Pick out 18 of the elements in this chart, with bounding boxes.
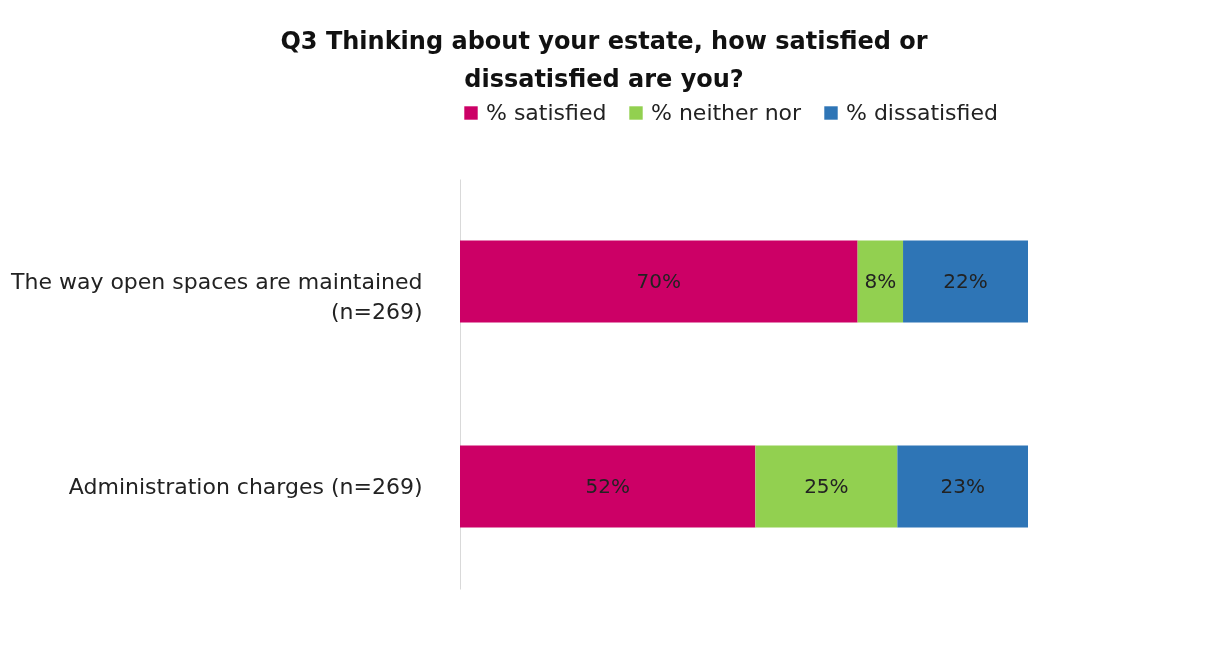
y-tick-label: Administration charges (n=269) [68, 473, 423, 499]
data-label: 23% [940, 473, 985, 498]
bar [903, 240, 1028, 323]
legend-label: % dissatisfied [846, 100, 998, 125]
data-label: 22% [943, 268, 988, 293]
data-label: 8% [864, 268, 897, 293]
data-label: 25% [804, 473, 849, 498]
bar [755, 445, 898, 528]
bar [857, 240, 904, 323]
bar [460, 240, 858, 323]
bar [897, 445, 1028, 528]
y-tick-label: The way open spaces are maintained (n=269) [10, 268, 423, 324]
data-label: 52% [585, 473, 630, 498]
bar [460, 445, 756, 528]
legend-label: % satisfied [486, 100, 607, 125]
data-label: 70% [636, 268, 682, 293]
legend-label: % neither nor [651, 100, 803, 125]
chart-title: Q3 Thinking about your estate, how satisfied or dissatisfied are you? [280, 27, 928, 93]
